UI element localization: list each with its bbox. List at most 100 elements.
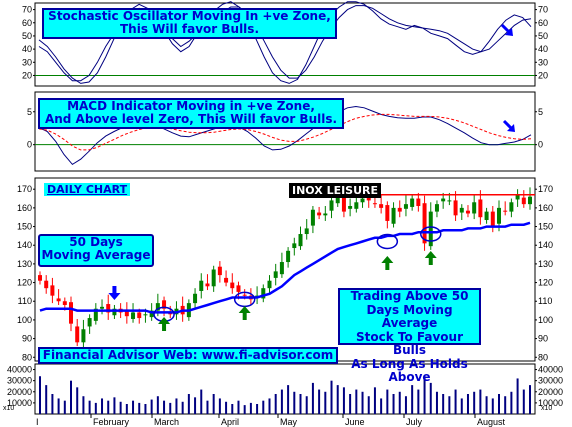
candle-body xyxy=(366,195,371,201)
y-tick-right-price: 90 xyxy=(538,334,548,344)
y-tick-left-stochastic: 60 xyxy=(22,18,32,28)
candle-body xyxy=(472,202,477,214)
green-up-arrow xyxy=(158,317,171,331)
candle-body xyxy=(323,213,328,216)
candle-body xyxy=(416,198,421,207)
candle-body xyxy=(236,285,241,292)
y-tick-left-stochastic: 70 xyxy=(22,5,32,15)
candle-body xyxy=(217,266,222,276)
y-tick-left-price: 170 xyxy=(17,184,32,194)
panel-frame-volume xyxy=(34,363,536,415)
candle-body xyxy=(292,243,297,249)
candle-body xyxy=(422,203,427,244)
candle-body xyxy=(528,196,532,205)
candle-body xyxy=(403,204,408,209)
candle-body xyxy=(478,199,483,218)
candle-body xyxy=(81,329,86,343)
candle-body xyxy=(261,288,266,299)
candle-body xyxy=(484,211,489,221)
candle-body xyxy=(137,312,142,319)
y-tick-left-stochastic: 20 xyxy=(22,70,32,80)
y-tick-right-price: 160 xyxy=(538,203,553,213)
y-tick-left-stochastic: 40 xyxy=(22,44,32,54)
candle-body xyxy=(224,277,229,283)
candle-body xyxy=(385,205,390,221)
candle-body xyxy=(193,293,198,304)
volume-unit-left: x10 xyxy=(3,405,14,412)
candle-body xyxy=(112,308,117,316)
candle-body xyxy=(199,280,204,291)
candle-body xyxy=(267,280,272,289)
chart-title: INOX LEISURE xyxy=(289,183,382,198)
macd-series-2 xyxy=(38,113,532,151)
y-tick-left-price: 80 xyxy=(22,352,32,362)
candle-body xyxy=(465,210,470,214)
y-tick-left-price: 160 xyxy=(17,203,32,213)
stochastic-annotation: Stochastic Oscillator Moving In +ve Zone… xyxy=(42,8,337,39)
candle-body xyxy=(496,207,501,224)
candle-body xyxy=(162,300,167,309)
blue-down-arrow xyxy=(108,286,121,300)
y-tick-right-volume: 10000 xyxy=(538,398,563,408)
x-month-label: March xyxy=(154,417,179,427)
candle-body xyxy=(286,250,291,263)
y-tick-right-macd: 5 xyxy=(538,107,543,117)
candle-body xyxy=(397,207,402,212)
y-tick-right-macd: 0 xyxy=(538,140,543,150)
candle-body xyxy=(348,206,353,209)
y-tick-right-price: 110 xyxy=(538,296,552,306)
y-tick-right-stochastic: 50 xyxy=(538,31,548,41)
green-up-arrow xyxy=(424,251,437,265)
candle-body xyxy=(255,295,260,297)
candle-body xyxy=(242,294,247,296)
candle-body xyxy=(354,202,359,209)
x-month-label: February xyxy=(93,417,130,427)
y-tick-left-volume: 20000 xyxy=(7,387,32,397)
x-month-label: August xyxy=(477,417,506,427)
candle-body xyxy=(372,203,377,205)
candle-body xyxy=(44,280,49,289)
x-month-label: May xyxy=(280,417,298,427)
ma-support-circle xyxy=(420,226,442,242)
y-tick-left-volume: 30000 xyxy=(7,376,32,386)
x-month-label: June xyxy=(345,417,365,427)
y-tick-right-stochastic: 30 xyxy=(538,57,548,67)
y-tick-left-price: 140 xyxy=(17,240,32,250)
candle-body xyxy=(379,204,384,208)
candle-body xyxy=(69,302,74,324)
x-first-tick-label: I xyxy=(36,417,39,427)
candle-body xyxy=(410,198,415,207)
candle-body xyxy=(38,275,42,281)
volume-unit-right: x10 xyxy=(541,405,552,412)
candle-body xyxy=(490,211,495,227)
candle-body xyxy=(360,198,365,203)
candle-body xyxy=(441,198,446,202)
candle-body xyxy=(50,285,55,296)
candle-body xyxy=(273,271,278,278)
green-up-arrow xyxy=(381,256,394,270)
candle-body xyxy=(143,314,148,316)
y-tick-right-price: 150 xyxy=(538,222,553,232)
subtitle-daily-chart: DAILY CHART xyxy=(44,183,131,196)
candle-body xyxy=(447,200,452,202)
y-tick-left-volume: 10000 xyxy=(7,398,32,408)
candle-body xyxy=(428,211,433,247)
y-tick-right-price: 80 xyxy=(538,352,548,362)
y-tick-left-price: 130 xyxy=(17,259,32,269)
y-tick-left-volume: 40000 xyxy=(7,365,32,375)
y-tick-left-macd: 5 xyxy=(27,107,32,117)
green-up-arrow xyxy=(238,306,251,320)
candle-body xyxy=(279,262,284,275)
y-tick-left-price: 110 xyxy=(18,296,32,306)
candle-body xyxy=(515,194,520,200)
candle-body xyxy=(453,200,458,216)
candle-body xyxy=(434,204,439,212)
y-tick-right-price: 170 xyxy=(538,184,553,194)
y-tick-right-price: 130 xyxy=(538,259,553,269)
y-tick-right-volume: 20000 xyxy=(538,387,563,397)
macd-annotation: MACD Indicator Moving in +ve Zone, And A… xyxy=(38,98,344,129)
y-tick-right-stochastic: 60 xyxy=(538,18,548,28)
candle-body xyxy=(304,228,309,235)
macd-arrow-head xyxy=(507,124,515,132)
